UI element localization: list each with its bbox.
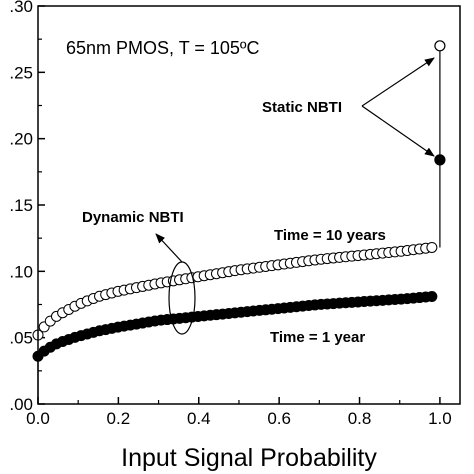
y-tick-label: .00: [9, 395, 33, 414]
data-point: [426, 241, 438, 253]
y-tick-label: .25: [9, 63, 33, 82]
x-axis-title: Input Signal Probability: [121, 444, 377, 472]
x-tick-label: 0.6: [267, 409, 291, 428]
series-one-year: [32, 291, 438, 362]
time-1-year-label: Time = 1 year: [270, 329, 365, 346]
time-10-years-label: Time = 10 years: [274, 227, 386, 244]
plot-frame: [37, 5, 461, 405]
y-tick-label: .20: [9, 130, 33, 149]
x-tick-label: 1.0: [428, 409, 452, 428]
y-tick-label: .05: [9, 329, 33, 348]
x-axis-ticks: 0.0 0.2 0.4 0.6 0.8 1.0: [26, 397, 452, 428]
static-nbti-label: Static NBTI: [262, 99, 342, 116]
static-10y-point: [434, 40, 446, 52]
series-layer: [32, 40, 446, 404]
dynamic-arrow: [155, 233, 183, 263]
data-point: [426, 291, 438, 303]
annotation-shapes: [155, 57, 435, 335]
x-tick-label: 0.2: [107, 409, 131, 428]
chart-title: 65nm PMOS, T = 105ºC: [66, 38, 260, 58]
static-arrow-lower: [361, 105, 435, 157]
x-tick-label: 0.8: [348, 409, 372, 428]
y-axis-ticks: .00 .05 .10 .15 .20 .25 .30: [9, 0, 45, 414]
static-arrow-upper: [361, 57, 435, 107]
series-ten-years: [32, 241, 438, 341]
y-tick-label: .10: [9, 262, 33, 281]
x-tick-label: 0.4: [187, 409, 211, 428]
x-tick-label: 0.0: [26, 409, 50, 428]
static-1y-point: [434, 154, 446, 166]
y-tick-label: .15: [9, 196, 33, 215]
y-tick-label: .30: [9, 0, 33, 16]
dynamic-nbti-label: Dynamic NBTI: [82, 209, 184, 226]
